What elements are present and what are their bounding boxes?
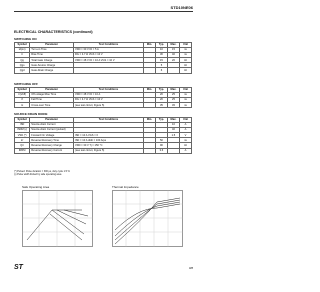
graph-soa — [22, 190, 93, 247]
cell — [166, 67, 180, 74]
part-number: STD10NE06 — [170, 5, 193, 10]
table-title: SWITCHING ON — [14, 37, 37, 41]
cell: 45 — [166, 102, 180, 109]
page: {"header":{"part":"STD10NE06"}, "section… — [13, 5, 193, 270]
cell: Gate-Drain Charge — [29, 67, 74, 74]
row: Qgd Gate-Drain Charge 6 nC — [13, 67, 193, 74]
logo: ST — [14, 264, 24, 270]
notes: (*) Pulsed: Pulse duration = 300 µs, dut… — [14, 170, 70, 176]
table: Symbol Parameter Test Conditions Min. Typ. Ma… — [13, 41, 193, 74]
page-number: 3/8 — [188, 266, 193, 270]
row: tf Fall Time RG = 4.7 Ω VGS = 10 V 20 25 ns — [13, 96, 193, 104]
graph-title: Safe Operating Area — [22, 185, 50, 189]
cell — [142, 102, 156, 109]
graph-thermal — [112, 190, 183, 247]
cell — [142, 67, 156, 74]
cell: Reverse Recovery Current — [29, 147, 74, 154]
note: (•) Pulse width limited by safe operatin… — [14, 173, 62, 177]
cell: 35 — [154, 102, 168, 109]
cell: 6 — [154, 67, 168, 74]
cell — [166, 147, 180, 154]
cell: nC — [178, 67, 193, 74]
logo-text: ST — [14, 264, 24, 270]
table-title: SOURCE DRAIN DIODE — [14, 112, 48, 116]
cell: A — [178, 147, 193, 154]
row: IRRM Reverse Recovery Current (see test ci… — [13, 147, 193, 154]
cell: (see test circuit, Figure 5) — [72, 147, 144, 154]
cell: tc — [13, 102, 31, 109]
cell: (see test circuit, Figure 5) — [72, 102, 144, 109]
section-title: ELECTRICAL CHARACTERISTICS (continued) — [14, 30, 93, 34]
table: Symbol Parameter Test Conditions Min. Typ. Ma… — [13, 116, 193, 154]
cell — [142, 147, 156, 154]
cell: 3.6 — [154, 147, 168, 154]
cell: ns — [178, 102, 193, 109]
cell: Qgd — [13, 67, 31, 74]
graph-title: Thermal Impedance — [112, 185, 139, 189]
row: Qrr Reverse Recovery Charge VDD = 30 V Tj … — [13, 142, 193, 149]
cell: IRRM — [13, 147, 31, 154]
row: tc Cross-over Time (see test circuit, Figu… — [13, 102, 193, 109]
header-rule — [14, 11, 193, 12]
cell — [72, 67, 144, 74]
table-title: SWITCHING OFF — [14, 82, 38, 86]
table: Symbol Parameter Test Conditions Min. Typ. Ma… — [13, 86, 193, 109]
note: (*) Pulsed: Pulse duration = 300 µs, dut… — [14, 170, 70, 173]
cell: Cross-over Time — [29, 102, 74, 109]
